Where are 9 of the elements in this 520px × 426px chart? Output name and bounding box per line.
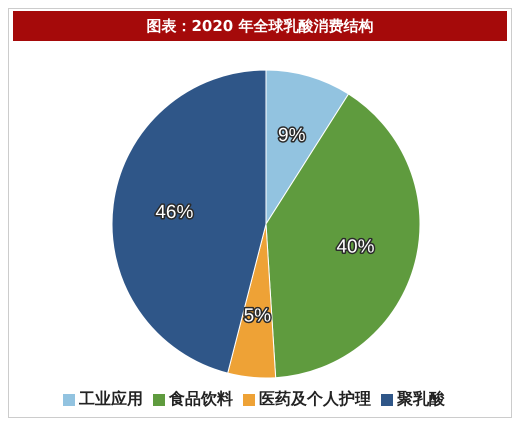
data-label: 9% (278, 124, 306, 146)
chart-title: 图表：2020 年全球乳酸消费结构 (13, 11, 507, 41)
legend-label: 食品饮料 (169, 389, 233, 408)
data-label: 46% (155, 202, 194, 223)
data-label: 5% (244, 305, 272, 326)
legend-label: 工业应用 (79, 389, 143, 408)
data-label: 40% (336, 236, 375, 258)
legend-label: 聚乳酸 (397, 389, 445, 408)
legend-label: 医药及个人护理 (259, 389, 371, 408)
